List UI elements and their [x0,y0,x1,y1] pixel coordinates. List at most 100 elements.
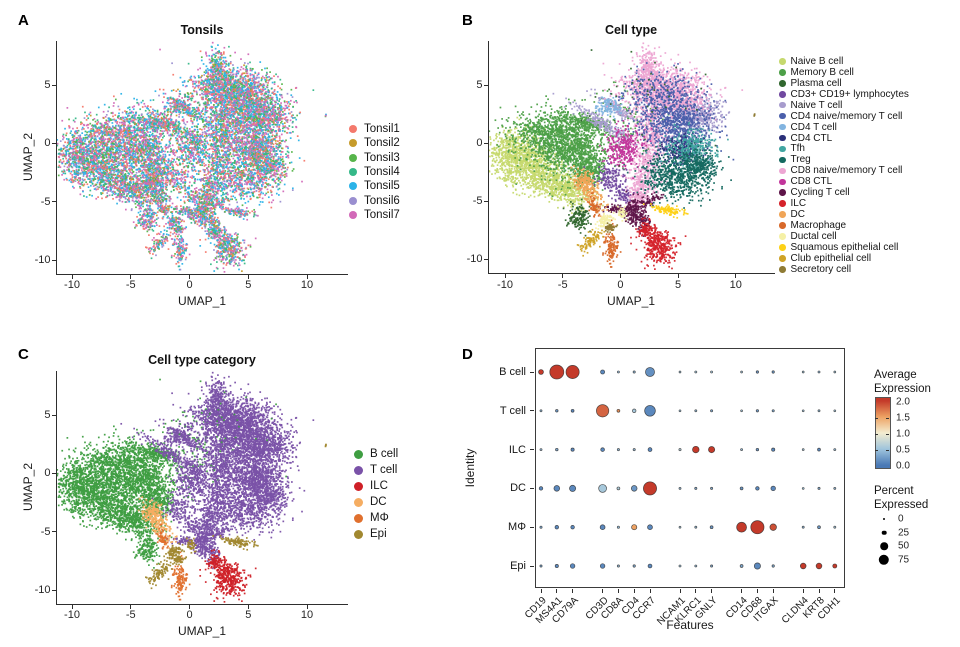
panel-b-title: Cell type [604,23,658,37]
dotplot-y-tick [529,565,534,567]
panel-a-umap-plot [57,41,347,274]
panel-a-legend: Tonsil1 Tonsil2 Tonsil3 Tonsil4 Tonsil5 Tonsi… [349,122,400,222]
panel-d-letter: D [462,346,473,363]
expression-legend-title: Average Expression [874,368,931,396]
legend-swatch [779,145,786,153]
x-tick-label: -10 [64,279,80,291]
legend-item: Memory B cell [779,67,909,78]
colorbar-tick [886,450,889,451]
y-tick-label: 5 [44,409,51,421]
legend-item-label: Tonsil2 [364,137,400,150]
dotplot-x-tick [602,589,604,593]
legend-swatch [779,211,786,218]
x-tick [247,604,249,609]
percent-legend-title-line1: Percent [874,485,914,497]
legend-swatch [779,156,786,164]
legend-item: Tonsil1 [349,122,400,136]
y-tick [52,472,57,474]
panel-a-letter: A [18,12,29,29]
legend-item: CD4 naive/memory T cell [779,111,909,122]
dotplot-x-tick [695,589,697,593]
x-tick-label: 0 [186,279,193,291]
dotplot-y-tick [529,487,534,489]
legend-item: CD4 CTL [779,133,909,144]
legend-swatch [779,91,786,98]
legend-item-label: Naive B cell [790,55,844,67]
legend-swatch [779,244,786,251]
dotplot-x-tick [818,589,820,593]
legend-item-label: Plasma cell [790,77,842,89]
identity-row-label: MΦ [508,521,526,534]
legend-item: B cell [354,446,398,462]
dotplot-y-tick [529,526,534,528]
x-tick [677,273,679,278]
legend-item: T cell [354,462,398,478]
legend-item: ILC [779,198,909,209]
x-tick [71,274,73,279]
legend-item-label: Cycling T cell [790,187,850,199]
expression-tick-label: 0.5 [896,444,910,456]
y-tick-label: -5 [40,525,51,538]
legend-item: Tonsil7 [349,208,400,222]
legend-item-label: MΦ [370,512,389,524]
dotplot-x-tick [756,589,758,593]
x-tick [562,273,564,278]
panel-c-y-axis-line [55,371,57,605]
legend-item-label: Epi [370,528,387,540]
identity-row-label: DC [510,482,526,495]
y-tick [52,589,57,591]
legend-item-label: ILC [790,198,807,210]
legend-item-label: CD8 naive/memory T cell [790,165,903,177]
panel-b-letter: B [462,12,473,29]
legend-swatch [349,196,357,205]
panel-a-title: Tonsils [180,23,224,37]
percent-size-dot [878,554,890,565]
legend-item: ILC [354,478,398,494]
legend-item: CD8 naive/memory T cell [779,165,909,176]
x-tick [306,274,308,279]
panel-a-xlabel: UMAP_1 [177,294,227,308]
y-tick-label: -5 [40,195,51,208]
legend-swatch [779,222,786,229]
legend-item-label: Squamous epithelial cell [790,241,899,253]
legend-item-label: CD4 naive/memory T cell [790,110,903,122]
legend-item-label: CD4 T cell [790,121,837,133]
x-tick-label: -10 [64,609,80,621]
y-tick [484,200,489,202]
dotplot-x-tick [617,589,619,593]
expression-tick-label: 2.0 [896,396,910,408]
panel-b-y-axis-line [487,41,489,274]
dotplot-x-tick [772,589,774,593]
dotplot-x-tick [649,589,651,593]
x-tick [130,274,132,279]
legend-item: CD3+ CD19+ lymphocytes [779,89,909,100]
percent-size-label: 0 [898,513,904,525]
colorbar-tick [886,418,889,419]
legend-item-label: Macrophage [790,220,847,232]
panel-c-title: Cell type category [148,353,256,367]
legend-item: Tonsil3 [349,151,400,165]
legend-item-label: Secretory cell [790,263,852,275]
legend-item: Epi [354,526,398,542]
legend-item: Ductal cell [779,231,909,242]
percent-size-dot [881,530,887,535]
y-tick [484,84,489,86]
x-tick-label: 10 [300,609,314,621]
x-tick-label: 10 [300,279,314,291]
legend-item-label: Tonsil4 [364,166,400,179]
legend-swatch [779,123,786,131]
x-tick [306,604,308,609]
panel-a-ylabel: UMAP_2 [21,132,35,182]
legend-swatch [779,255,786,262]
legend-item-label: Tonsil1 [364,123,400,136]
legend-swatch [354,513,363,523]
legend-swatch [779,134,786,142]
percent-size-label: 50 [898,540,910,552]
panel-d-xlabel: Features [666,618,714,632]
legend-item-label: Treg [790,154,811,166]
panel-a-x-axis-line [55,274,348,276]
y-tick-label: 0 [44,467,51,480]
x-tick [189,274,190,279]
legend-item-label: Tonsil7 [364,208,400,221]
